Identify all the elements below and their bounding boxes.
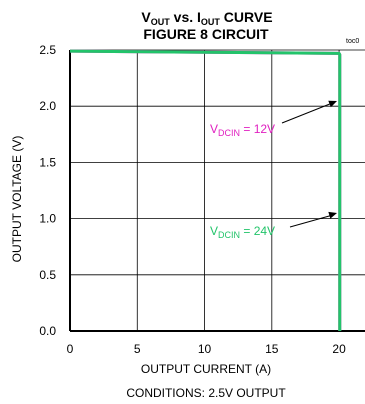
series-line xyxy=(69,49,342,331)
x-tick-label: 10 xyxy=(198,342,212,356)
grid xyxy=(69,49,365,332)
conditions-note: CONDITIONS: 2.5V OUTPUT xyxy=(126,386,286,400)
label-arrow-head xyxy=(328,100,337,108)
y-tick-label: 1.5 xyxy=(39,155,56,169)
series-label: VDCIN = 24V xyxy=(210,224,275,240)
series-labels: VDCIN = 12V VDCIN = 24V xyxy=(210,100,337,240)
chart-subtitle: FIGURE 8 CIRCUIT xyxy=(143,26,269,42)
label-arrow-head xyxy=(328,211,337,219)
y-axis-label: OUTPUT VOLTAGE (V) xyxy=(10,136,24,263)
label-arrow-line xyxy=(289,215,332,228)
y-tick-label: 0.0 xyxy=(39,324,56,338)
y-tick-label: 1.0 xyxy=(39,212,56,226)
x-tick-label: 5 xyxy=(134,342,141,356)
x-tick-label: 15 xyxy=(265,342,279,356)
x-axis-label: OUTPUT CURRENT (A) xyxy=(141,362,271,376)
series-group xyxy=(69,49,342,331)
x-tick-label: 20 xyxy=(332,342,346,356)
tick-labels: 0 5 10 15 20 0.0 0.5 1.0 1.5 2.0 2.5 xyxy=(39,43,346,356)
chart-title: VOUT vs. IOUT CURVE xyxy=(141,9,272,27)
toc-label: toc0 xyxy=(346,38,359,45)
x-tick-label: 0 xyxy=(67,342,74,356)
label-arrow-line xyxy=(281,103,332,124)
y-tick-label: 2.0 xyxy=(39,99,56,113)
y-tick-label: 2.5 xyxy=(39,43,56,57)
y-tick-label: 0.5 xyxy=(39,268,56,282)
series-label: VDCIN = 12V xyxy=(210,122,275,138)
